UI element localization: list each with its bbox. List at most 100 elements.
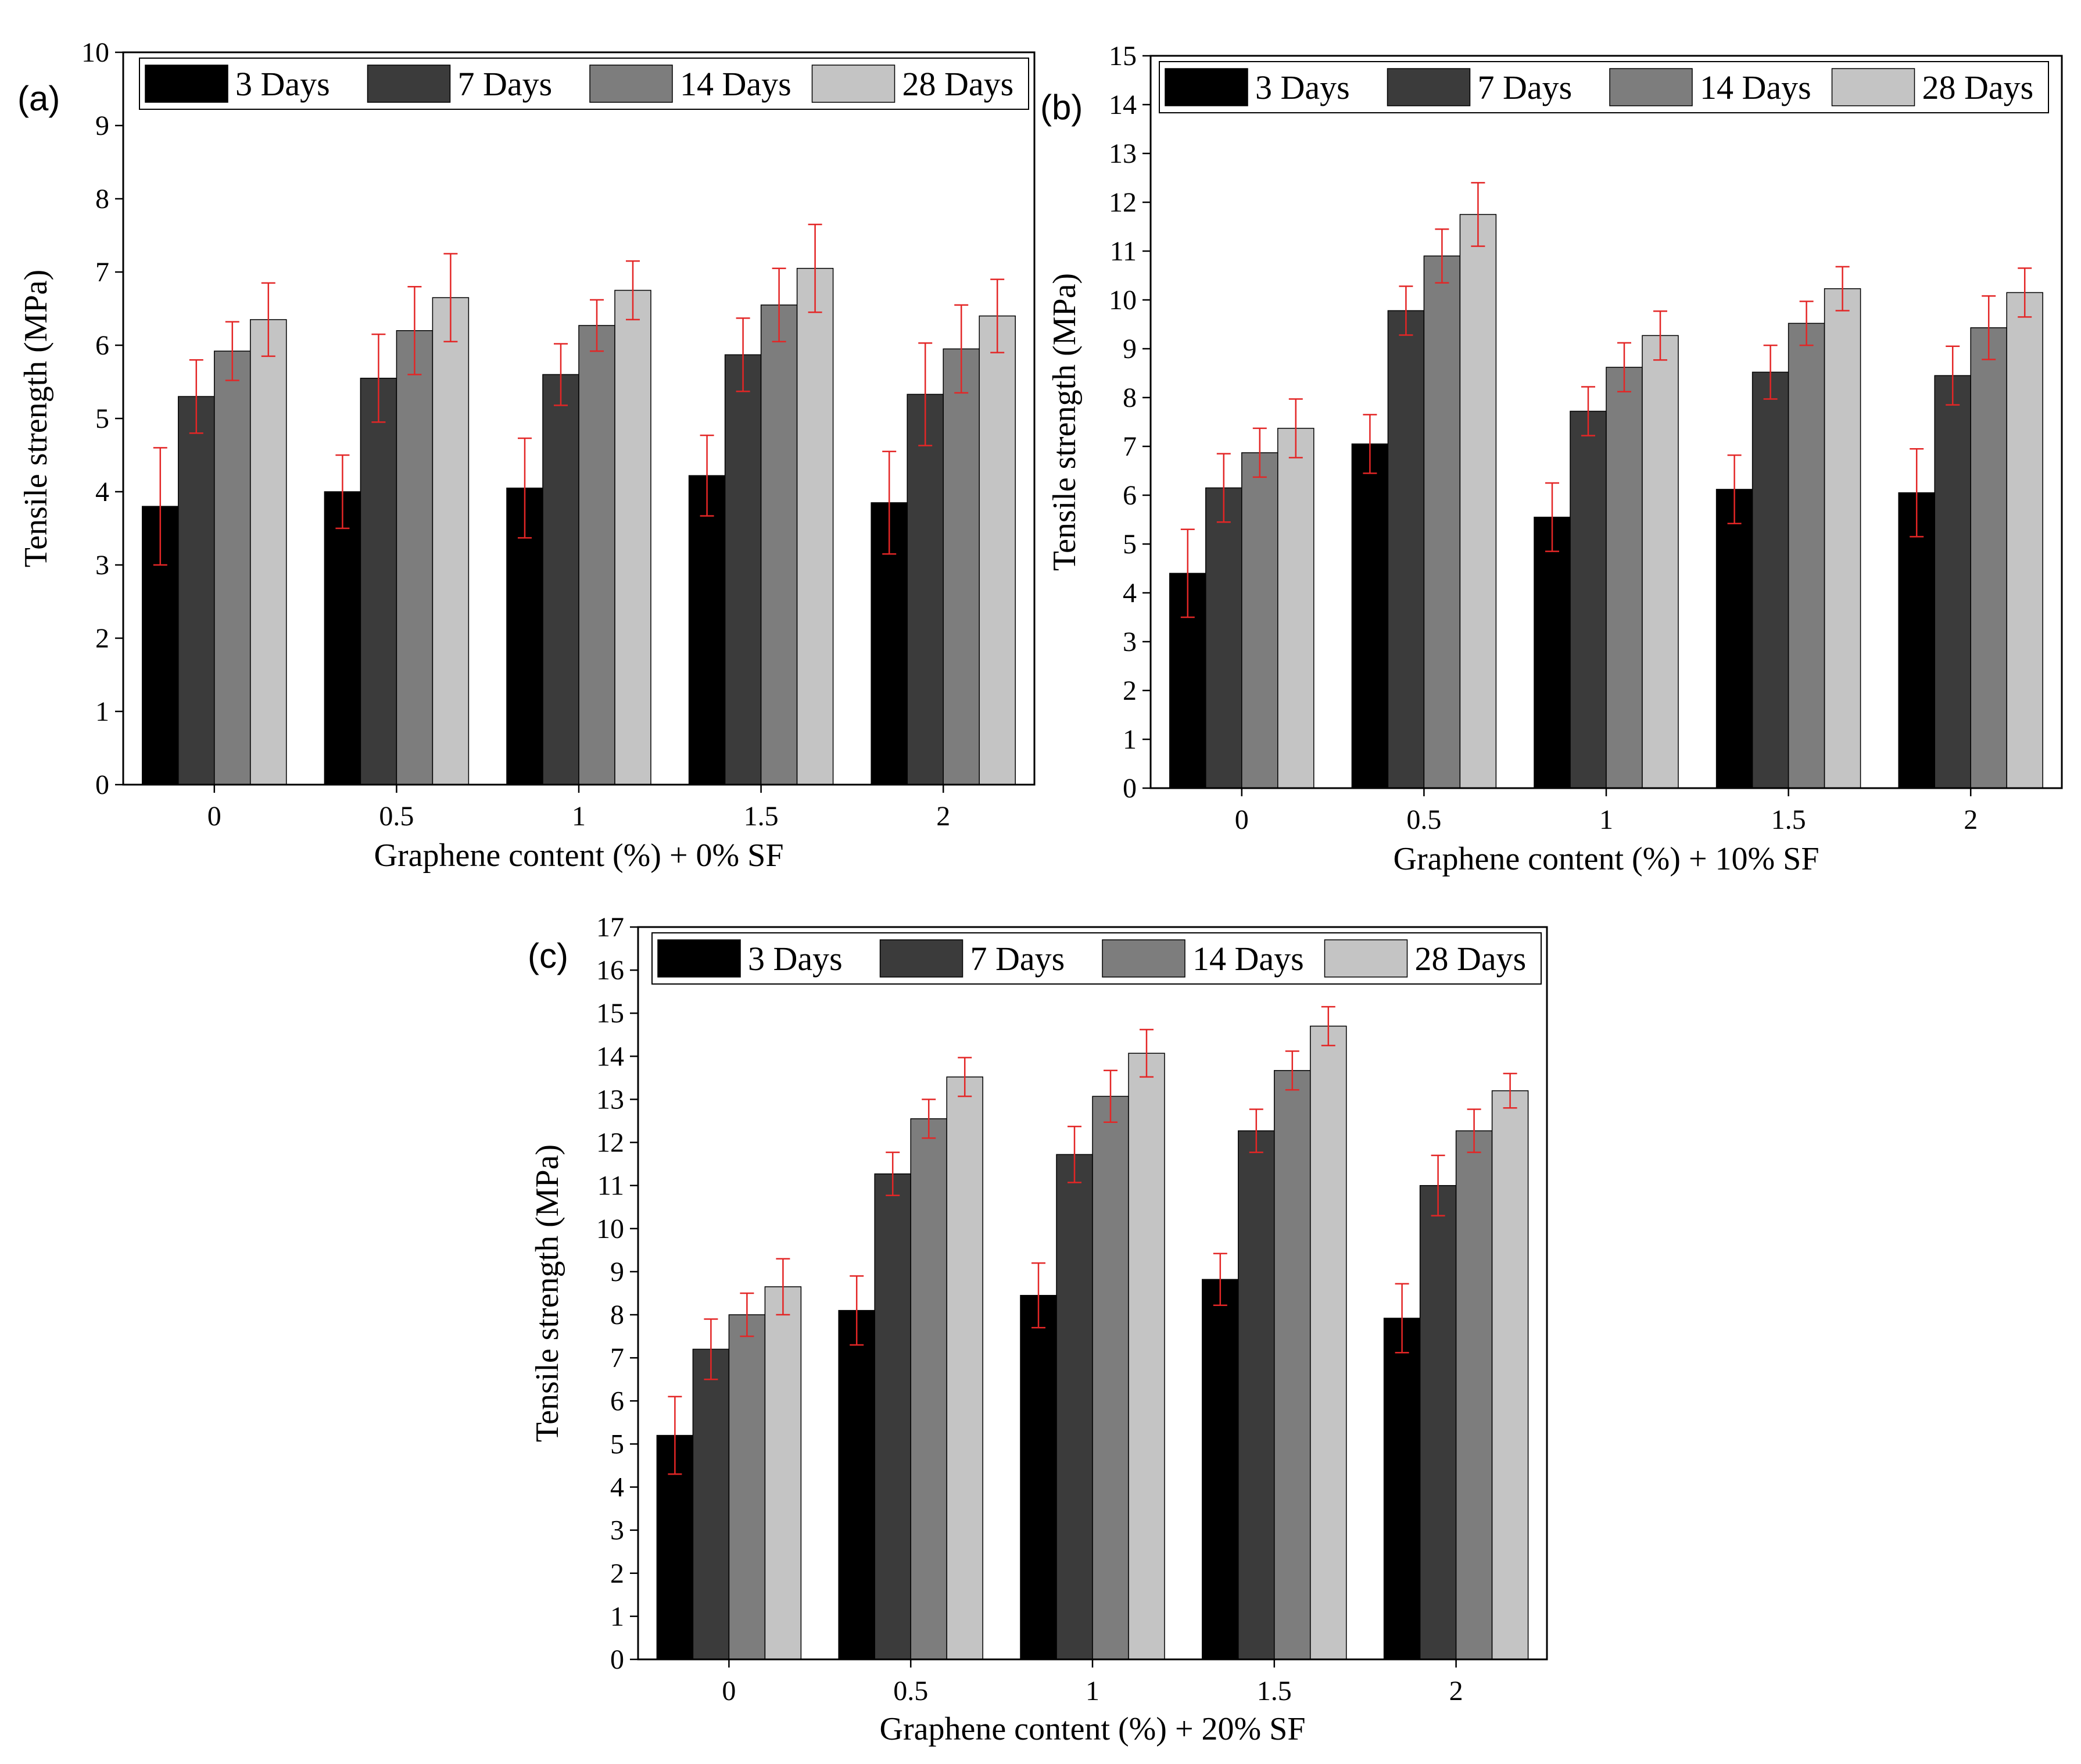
error-bar (668, 1396, 682, 1475)
legend-label: 14 Days (680, 65, 791, 103)
x-tick-label: 1 (572, 801, 586, 832)
y-tick-label: 2 (1123, 675, 1137, 706)
bar (1570, 410, 1607, 789)
legend: 3 Days 7 Days 14 Days 28 Days (1159, 61, 2049, 113)
legend-swatch (879, 939, 964, 978)
error-bar (1213, 1253, 1227, 1307)
y-tick-label: 0 (610, 1644, 624, 1675)
y-tick-label: 2 (95, 623, 109, 654)
error-bar (1835, 266, 1850, 312)
legend-swatch (1102, 939, 1185, 978)
bar (764, 1286, 802, 1660)
legend-label: 7 Days (1478, 69, 1573, 106)
bar (910, 1118, 947, 1660)
y-tick-label: 12 (1109, 187, 1137, 218)
bar (360, 377, 397, 785)
error-bar (958, 1057, 972, 1097)
x-tick-label: 1.5 (1257, 1676, 1292, 1706)
legend-label: 28 Days (902, 65, 1014, 103)
y-tick-label: 7 (610, 1343, 624, 1373)
legend-label: 28 Days (1415, 940, 1527, 978)
bar (2006, 292, 2043, 789)
error-bar (776, 1258, 790, 1316)
y-tick-label: 11 (597, 1171, 624, 1201)
bar (1277, 428, 1314, 789)
bar (1056, 1154, 1093, 1660)
bar (1274, 1070, 1311, 1660)
error-bar (1727, 454, 1742, 524)
legend-swatch (1165, 68, 1248, 106)
bar (1128, 1053, 1165, 1660)
y-tick-label: 6 (95, 330, 109, 361)
legend-swatch (1387, 68, 1471, 106)
x-tick-label: 0.5 (1406, 804, 1441, 835)
bar (1351, 443, 1389, 789)
x-tick-label: 0 (722, 1676, 736, 1706)
error-bar (626, 260, 640, 321)
y-tick-label: 9 (610, 1257, 624, 1287)
bar (1238, 1130, 1275, 1660)
y-tick-label: 5 (1123, 529, 1137, 560)
error-bar (1982, 295, 1996, 360)
error-bar (1467, 1108, 1481, 1153)
error-bar (1799, 300, 1814, 346)
error-bar (918, 342, 933, 446)
y-tick-label: 5 (95, 403, 109, 434)
error-bar (1104, 1069, 1117, 1123)
y-tick-label: 1 (1123, 724, 1137, 755)
bar (250, 319, 287, 785)
y-tick-label: 3 (610, 1515, 624, 1546)
bar (1752, 371, 1789, 789)
error-bar (1288, 398, 1303, 459)
bar (838, 1309, 875, 1660)
bar (578, 325, 615, 785)
chart-panel-b: (b)0 0.5 1 1.5 20123456789101112131415Graphe… (1040, 41, 2063, 877)
legend-swatch (589, 65, 673, 103)
error-bar (882, 450, 897, 555)
bar (874, 1173, 911, 1660)
legend-label: 14 Days (1700, 69, 1811, 106)
bar (1934, 375, 1971, 789)
error-bar (1249, 1108, 1263, 1153)
bar (1202, 1279, 1239, 1660)
y-tick-label: 1 (610, 1601, 624, 1632)
legend-label: 3 Days (748, 940, 843, 978)
error-bar (1031, 1262, 1045, 1329)
y-tick-label: 2 (610, 1558, 624, 1589)
error-bar (886, 1151, 900, 1197)
panel-letter: (a) (17, 79, 60, 118)
error-bar (850, 1275, 864, 1346)
y-tick-label: 9 (95, 110, 109, 141)
y-tick-label: 7 (1123, 431, 1137, 462)
bar (614, 289, 651, 785)
x-axis-title: Graphene content (%) + 20% SF (880, 1711, 1306, 1747)
x-tick-label: 1 (1599, 804, 1613, 835)
bar (1534, 517, 1571, 789)
y-tick-label: 4 (610, 1472, 624, 1503)
x-axis-title: Graphene content (%) + 0% SF (374, 838, 784, 874)
bar (1491, 1090, 1529, 1660)
bar (1020, 1294, 1057, 1660)
y-tick-label: 1 (95, 696, 109, 727)
y-tick-label: 15 (1109, 41, 1137, 71)
error-bar (1399, 285, 1413, 336)
panel-letter: (c) (528, 936, 568, 975)
error-bar (261, 282, 275, 357)
y-tick-label: 14 (1109, 90, 1137, 120)
bar (760, 304, 798, 785)
bar (214, 350, 251, 785)
error-bar (1946, 345, 1960, 406)
error-bar (954, 304, 969, 394)
x-tick-label: 1.5 (1771, 804, 1806, 835)
bar (1824, 288, 1861, 789)
error-bar (1252, 427, 1267, 478)
bar (1455, 1130, 1493, 1660)
error-bar (1180, 528, 1195, 618)
legend-label: 14 Days (1192, 940, 1304, 978)
y-tick-label: 6 (610, 1386, 624, 1416)
y-tick-label: 5 (610, 1429, 624, 1459)
chart-panel-a: (a) 0 0.5 1 1.5 2 0 1 2 3 4 5 6 7 8 9 10 Graphene content… (17, 37, 1036, 874)
y-tick-label: 6 (1123, 480, 1137, 511)
y-tick-label: 4 (1123, 578, 1137, 609)
